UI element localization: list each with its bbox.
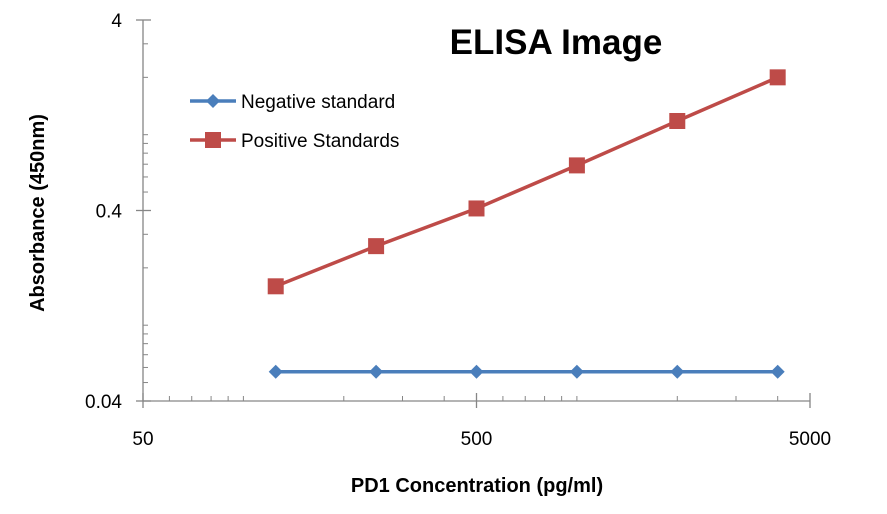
data-point [469, 364, 484, 379]
legend-item: Negative standard [190, 92, 395, 113]
data-point [669, 112, 686, 129]
legend-marker [206, 94, 220, 108]
legend-item: Positive Standards [190, 131, 399, 152]
x-tick-label: 50 [132, 429, 153, 450]
y-tick-label: 4 [111, 11, 122, 32]
x-tick-label: 500 [461, 429, 493, 450]
y-tick-label: 0.4 [96, 202, 123, 223]
x-axis-title: PD1 Concentration (pg/ml) [351, 475, 603, 497]
data-point [770, 364, 785, 379]
legend-label: Positive Standards [241, 131, 399, 152]
series-negative-standard [268, 364, 785, 379]
y-axis-title: Absorbance (450nm) [27, 114, 49, 312]
legend-marker [205, 132, 221, 148]
series-positive-standards [267, 69, 786, 295]
x-tick-label: 5000 [789, 429, 831, 450]
chart-title: ELISA Image [450, 23, 663, 62]
data-point [267, 278, 284, 295]
data-point [769, 69, 786, 86]
data-point [670, 364, 685, 379]
data-point [468, 200, 485, 217]
legend-label: Negative standard [241, 92, 395, 113]
data-point [369, 364, 384, 379]
data-point [569, 364, 584, 379]
data-point [268, 364, 283, 379]
axes: 0.04 0.4 4 50 500 5000 [85, 11, 831, 450]
legend: Negative standard Positive Standards [190, 92, 399, 152]
data-point [568, 157, 585, 174]
plot-area [267, 69, 786, 379]
data-point [368, 238, 385, 255]
y-tick-label: 0.04 [85, 392, 122, 413]
series-line [275, 75, 779, 288]
